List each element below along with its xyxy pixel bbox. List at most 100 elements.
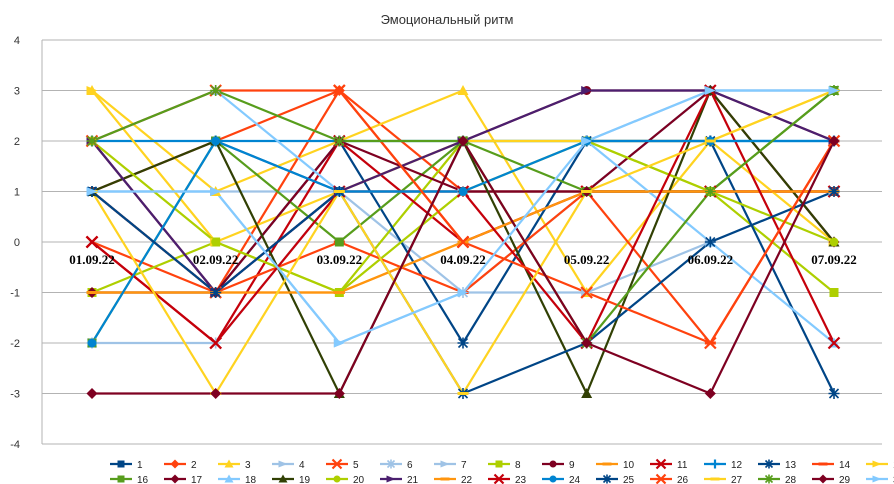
legend-swatch-marker — [818, 462, 828, 466]
legend-swatch-marker — [872, 475, 882, 483]
x-category-label: 05.09.22 — [564, 252, 610, 267]
legend-item-14: 14 — [812, 460, 851, 471]
x-axis-category-labels: 01.09.22 02.09.22 03.09.22 04.09.22 05.09.22… — [69, 252, 857, 267]
legend-label: 22 — [461, 475, 473, 484]
legend-swatch-marker — [872, 460, 882, 468]
series-line-20 — [91, 139, 835, 294]
data-point-28-1 — [210, 85, 222, 96]
legend-label: 17 — [191, 475, 203, 484]
legend-label: 7 — [461, 460, 467, 471]
legend-swatch-marker — [493, 473, 505, 484]
legend-label: 27 — [731, 475, 743, 484]
data-point-30-6 — [828, 86, 840, 95]
data-point-26-5 — [704, 336, 717, 350]
legend-label: 24 — [569, 475, 581, 484]
legend-swatch-marker — [440, 460, 450, 468]
legend-item-30: 30 — [866, 475, 894, 484]
data-point-27-5 — [704, 139, 716, 143]
data-point-25-6 — [828, 186, 840, 197]
series-line-8 — [91, 139, 835, 294]
y-tick-label: 0 — [14, 237, 20, 249]
data-point-24-1 — [211, 136, 221, 146]
legend-swatch-marker — [602, 474, 612, 484]
legend-item-16: 16 — [110, 475, 149, 484]
data-point-8-6 — [829, 288, 839, 297]
legend-label: 2 — [191, 460, 197, 471]
legend-label: 5 — [353, 460, 359, 471]
data-point-27-2 — [333, 190, 345, 193]
legend-swatch-marker — [440, 477, 450, 481]
legend-label: 13 — [785, 460, 797, 471]
data-point-20-6 — [829, 237, 839, 247]
x-category-label: 02.09.22 — [193, 252, 239, 267]
data-point-30-5 — [704, 86, 716, 95]
series-line-13 — [91, 139, 835, 394]
x-category-label: 04.09.22 — [440, 252, 486, 267]
legend-item-26: 26 — [650, 473, 689, 484]
legend-item-23: 23 — [488, 473, 527, 484]
legend-swatch-marker — [331, 458, 343, 470]
legend-label: 6 — [407, 460, 413, 471]
data-point-27-3 — [457, 392, 469, 395]
legend-swatch-marker — [764, 474, 774, 484]
legend-swatch-marker — [278, 474, 288, 483]
data-point-13-3 — [457, 337, 469, 349]
data-point-23-0 — [85, 235, 99, 249]
legend-item-12: 12 — [704, 459, 743, 471]
x-category-label: 07.09.22 — [811, 252, 857, 267]
series-markers-30 — [86, 86, 840, 348]
y-tick-label: -1 — [10, 288, 20, 300]
legend-label: 16 — [137, 475, 149, 484]
legend-swatch-marker — [818, 474, 828, 484]
legend-item-2: 2 — [164, 459, 197, 471]
series-line-16 — [91, 89, 835, 344]
legend-item-25: 25 — [596, 474, 635, 484]
data-point-29-4 — [581, 337, 593, 349]
y-tick-label: 3 — [14, 86, 20, 98]
legend-swatch-marker — [549, 475, 557, 483]
legend-label: 25 — [623, 475, 635, 484]
data-point-21-4 — [581, 86, 593, 95]
legend-item-24: 24 — [542, 475, 581, 484]
y-tick-label: -3 — [10, 389, 20, 401]
legend-item-5: 5 — [326, 458, 359, 471]
data-point-29-1 — [210, 388, 222, 399]
data-point-22-0 — [86, 291, 98, 294]
data-point-24-3 — [458, 187, 468, 196]
legend-swatch-marker — [117, 475, 125, 483]
legend-swatch-marker — [495, 460, 503, 468]
series-line-28 — [91, 89, 835, 345]
data-point-24-0 — [87, 338, 97, 348]
legend-label: 12 — [731, 460, 743, 471]
data-point-28-2 — [333, 135, 345, 147]
legend-swatch-marker — [549, 460, 557, 468]
legend-item-21: 21 — [380, 475, 419, 484]
legend-label: 28 — [785, 475, 797, 484]
legend-item-20: 20 — [326, 475, 365, 484]
legend-swatch-marker — [333, 475, 341, 483]
data-point-30-4 — [581, 136, 593, 146]
data-point-15-0 — [86, 86, 98, 95]
legend-label: 1 — [137, 460, 143, 471]
legend-swatch-marker — [386, 475, 396, 483]
series-line-30 — [92, 89, 834, 345]
data-point-22-2 — [333, 291, 345, 294]
legend: 1234567891011121314151617181920212223242… — [110, 458, 894, 484]
legend-swatch-marker — [386, 459, 396, 469]
legend-label: 23 — [515, 475, 527, 484]
data-point-26-2 — [333, 84, 346, 97]
legend-swatch-marker — [224, 459, 234, 468]
legend-swatch-marker — [764, 459, 774, 469]
legend-swatch-marker — [710, 477, 720, 481]
legend-item-4: 4 — [272, 460, 305, 471]
legend-label: 29 — [839, 475, 851, 484]
legend-item-22: 22 — [434, 475, 473, 484]
legend-swatch-marker — [710, 459, 720, 469]
legend-swatch-marker — [655, 458, 667, 470]
legend-item-13: 13 — [758, 459, 797, 471]
legend-item-10: 10 — [596, 460, 635, 471]
data-point-29-2 — [333, 388, 345, 399]
legend-item-27: 27 — [704, 475, 743, 484]
legend-swatch-marker — [224, 474, 234, 483]
